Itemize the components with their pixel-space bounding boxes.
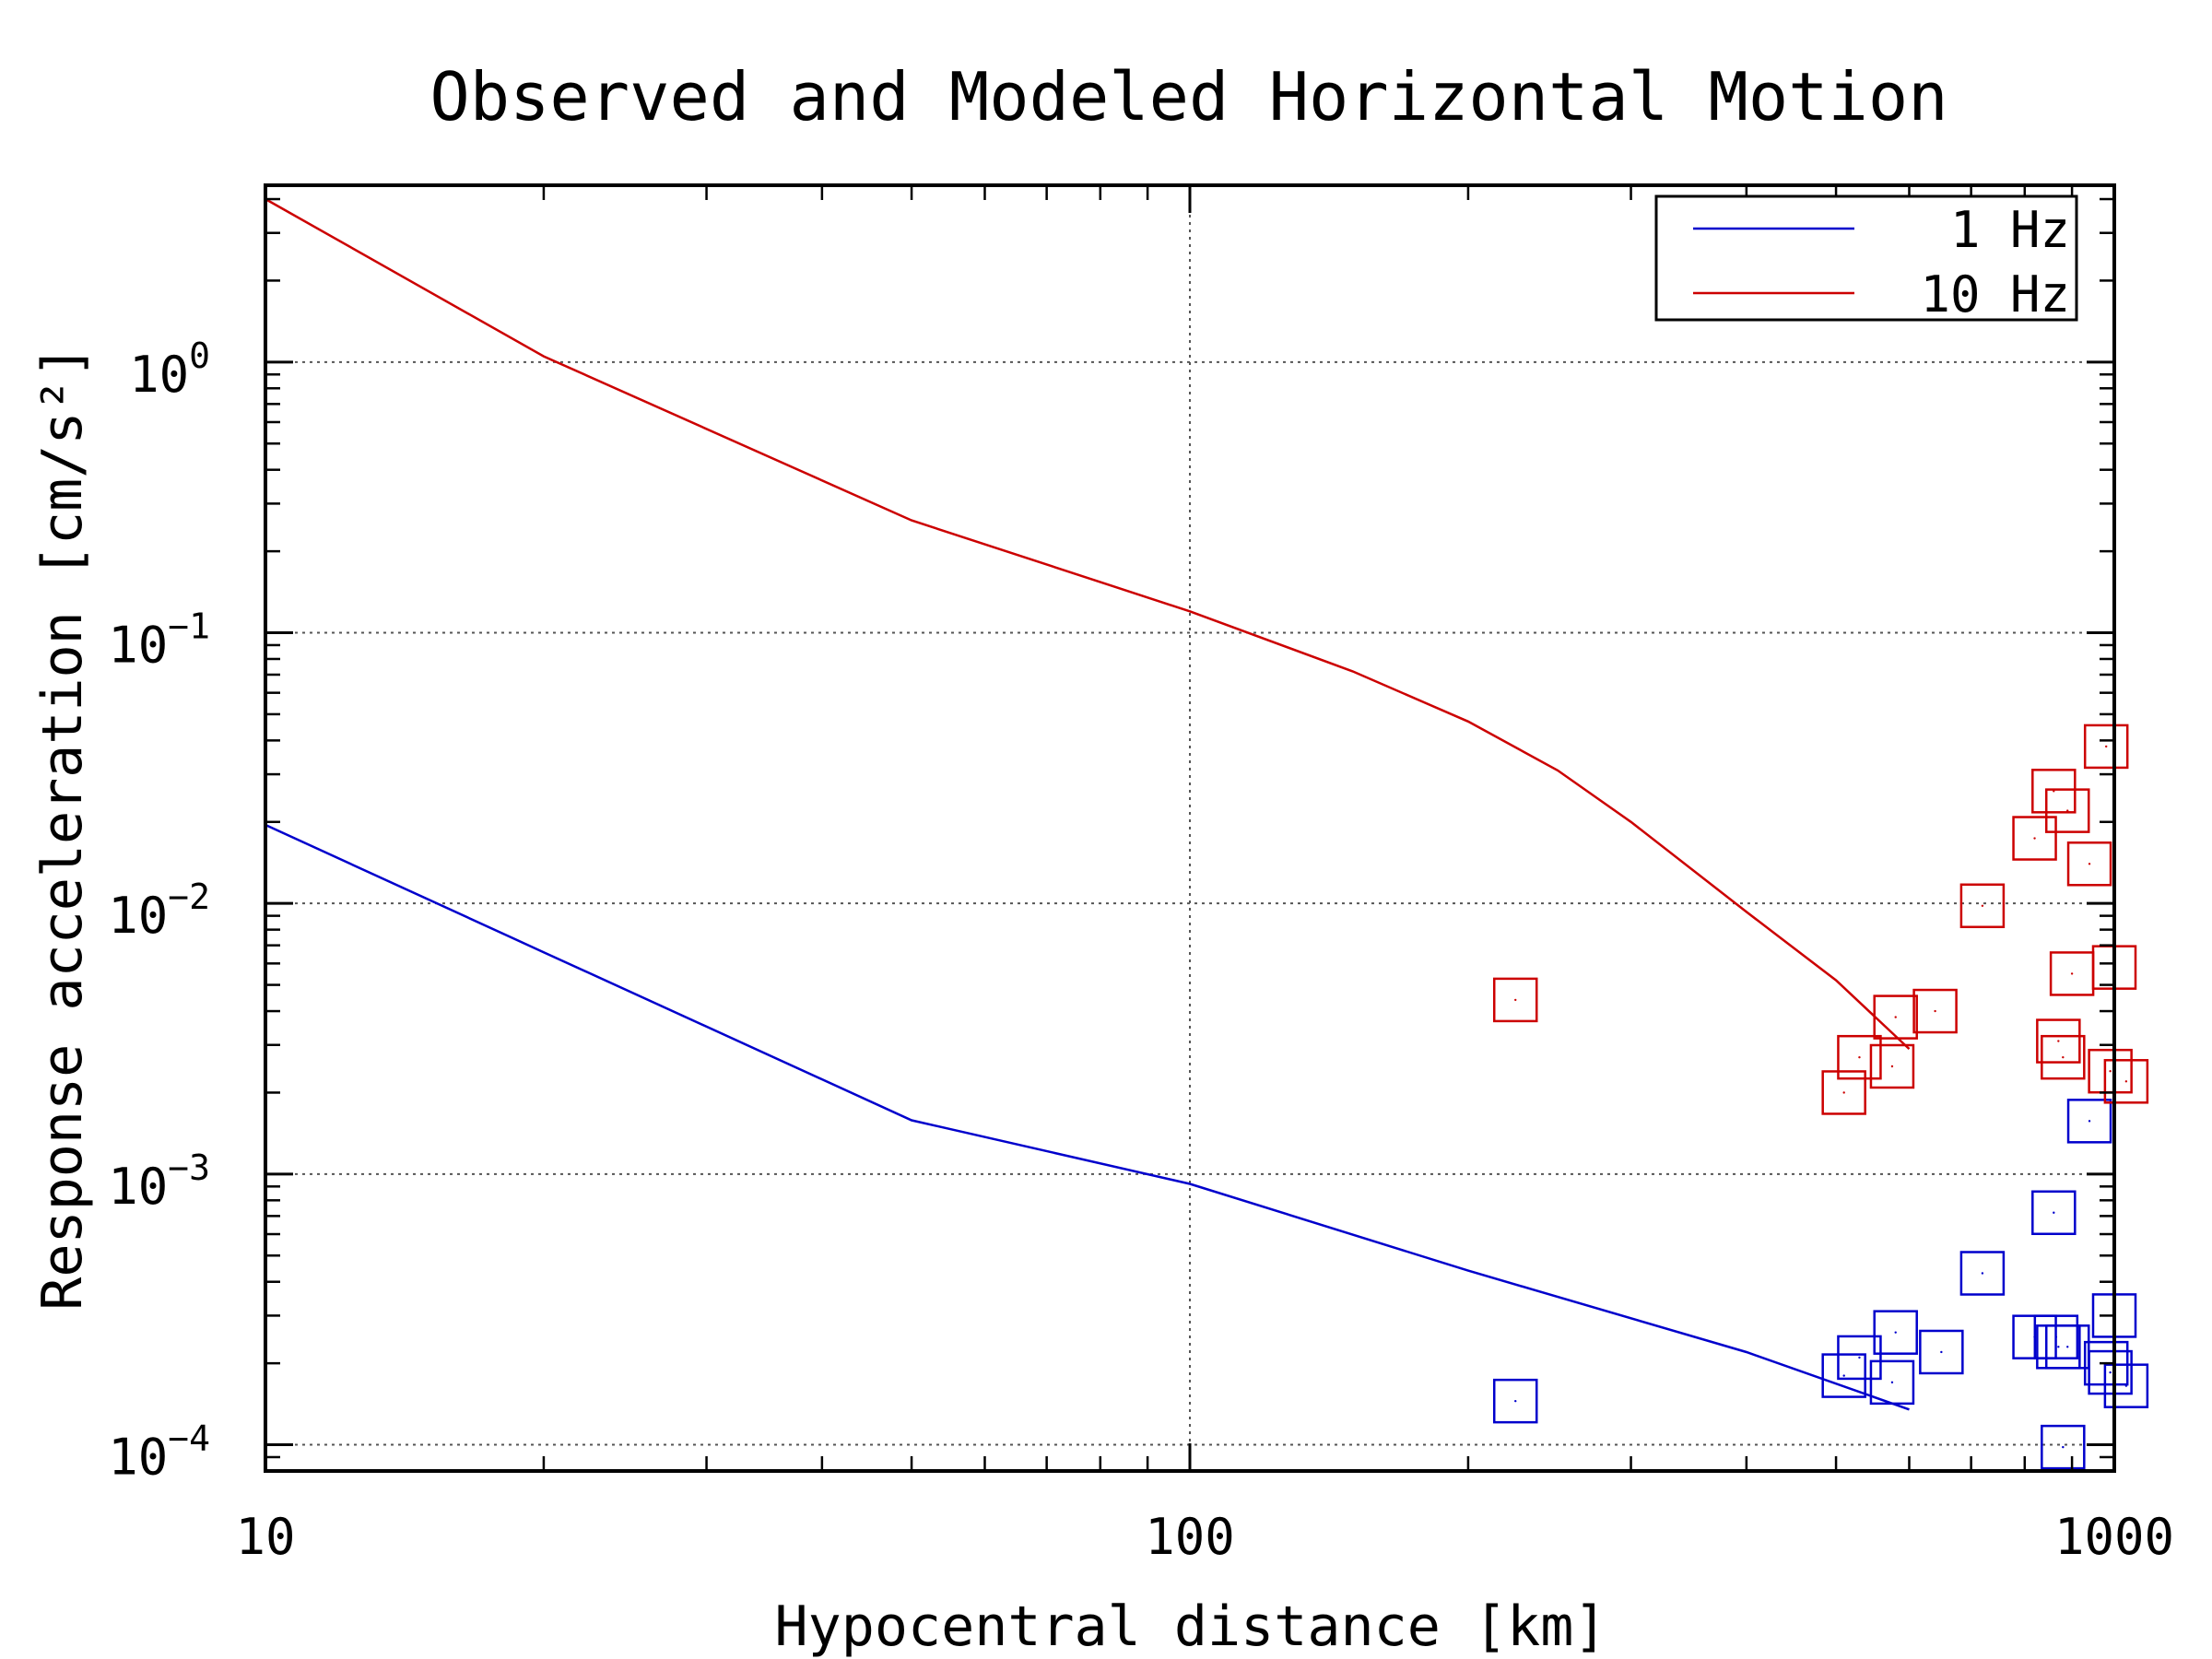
observed-point-center <box>2088 863 2091 865</box>
observed-point-series-1 <box>1837 1335 1882 1381</box>
observed-point-center <box>1894 1016 1897 1018</box>
observed-point-center <box>2070 972 2074 975</box>
observed-point-series-2 <box>2044 788 2090 833</box>
observed-point-center <box>2054 1335 2058 1338</box>
y-tick-label: 10−2 <box>108 877 210 945</box>
observed-point-center <box>2109 1070 2112 1073</box>
y-tick-base: 10 <box>108 1158 168 1216</box>
y-tick-exponent: −2 <box>168 877 210 917</box>
observed-point-center <box>2057 1040 2060 1042</box>
observed-point-center <box>2066 1346 2069 1348</box>
y-tick-label: 10−1 <box>108 606 210 675</box>
observed-point-center <box>1981 1272 1984 1275</box>
y-tick-base: 10 <box>108 1429 168 1487</box>
observed-point-center <box>1514 1399 1517 1403</box>
observed-point-series-1 <box>2044 1324 2090 1370</box>
observed-point-center <box>2124 1384 2128 1387</box>
observed-point-series-2 <box>2083 724 2129 770</box>
y-tick-base: 10 <box>129 346 189 404</box>
observed-point-series-1 <box>2088 1349 2133 1395</box>
observed-point-series-1 <box>2033 1314 2079 1359</box>
observed-point-series-1 <box>1821 1353 1866 1398</box>
legend: 1 Hz 10 Hz <box>1654 194 2078 324</box>
observed-point-series-2 <box>1873 994 1918 1040</box>
observed-point-center <box>1934 1009 1936 1013</box>
observed-point-series-1 <box>2103 1363 2149 1408</box>
observed-point-series-2 <box>1912 988 1958 1034</box>
observed-point-series-2 <box>2031 769 2077 814</box>
observed-point-center <box>1842 1374 1845 1377</box>
y-tick-exponent: −4 <box>168 1418 210 1459</box>
observed-point-center <box>2033 837 2036 840</box>
observed-point-series-1 <box>2031 1190 2077 1236</box>
y-tick-exponent: −3 <box>168 1147 210 1188</box>
plot-area <box>265 197 2149 1470</box>
x-tick-label: 1000 <box>2054 1508 2174 1566</box>
y-tick-label: 10−3 <box>108 1147 210 1216</box>
observed-point-series-2 <box>2036 1018 2081 1064</box>
observed-point-center <box>1858 1055 1861 1059</box>
observed-point-center <box>2053 1211 2055 1214</box>
observed-point-center <box>1940 1350 1943 1354</box>
grid <box>265 185 2114 1471</box>
x-tick-label: 100 <box>1145 1508 1235 1566</box>
chart-title: Observed and Modeled Horizontal Motion <box>429 58 1947 135</box>
x-axis-label: Hypocentral distance [km] <box>774 1594 1606 1659</box>
y-tick-base: 10 <box>108 887 168 945</box>
observed-point-series-1 <box>1869 1359 1915 1406</box>
y-tick-exponent: 0 <box>189 335 210 376</box>
observed-point-series-2 <box>1869 1043 1915 1089</box>
y-axis-label: Response acceleration [cm/s²] <box>30 345 95 1311</box>
observed-point-series-2 <box>2012 816 2057 861</box>
observed-point-series-1 <box>1873 1310 1918 1355</box>
observed-point-center <box>2109 1371 2112 1374</box>
observed-point-series-2 <box>2103 1059 2149 1104</box>
model-line-series-1 <box>265 823 1910 1411</box>
observed-point-series-2 <box>2041 1034 2086 1080</box>
legend-label-series-1: 1 Hz <box>1950 201 2070 259</box>
y-tick-exponent: −1 <box>168 606 210 647</box>
observed-point-center <box>1890 1065 1894 1068</box>
observed-point-series-1 <box>1959 1251 2006 1296</box>
observed-point-series-2 <box>1837 1034 1882 1080</box>
y-tick-label: 100 <box>129 335 210 404</box>
observed-point-center <box>2062 1445 2065 1449</box>
observed-point-center <box>1894 1331 1897 1334</box>
legend-label-series-2: 10 Hz <box>1920 265 2070 324</box>
observed-point-center <box>1981 904 1984 907</box>
x-tick-label: 10 <box>235 1508 295 1566</box>
observed-point-series-2 <box>1492 977 1538 1023</box>
observed-point-center <box>1890 1381 1894 1384</box>
observed-point-center <box>1514 998 1517 1002</box>
observed-point-center <box>2088 1120 2091 1123</box>
observed-point-center <box>2062 1055 2065 1059</box>
observed-point-series-1 <box>2083 1340 2129 1386</box>
observed-point-series-1 <box>2066 1099 2112 1144</box>
observed-point-center <box>2066 809 2069 812</box>
observed-point-center <box>2104 745 2108 748</box>
observed-point-center <box>2124 1080 2128 1083</box>
observed-point-series-2 <box>1821 1070 1866 1115</box>
observed-point-series-2 <box>1959 883 2006 929</box>
observed-point-center <box>2057 1346 2060 1348</box>
legend-box <box>1654 194 2078 322</box>
observed-point-series-1 <box>2041 1424 2086 1470</box>
y-tick-base: 10 <box>108 617 168 675</box>
observed-point-series-2 <box>2066 841 2112 887</box>
observed-point-center <box>1858 1356 1861 1359</box>
observed-point-series-1 <box>1919 1329 1964 1375</box>
y-tick-label: 10−4 <box>108 1418 210 1487</box>
observed-point-series-1 <box>1492 1378 1538 1424</box>
observed-point-center <box>1842 1091 1845 1094</box>
model-line-series-2 <box>265 197 1911 1051</box>
